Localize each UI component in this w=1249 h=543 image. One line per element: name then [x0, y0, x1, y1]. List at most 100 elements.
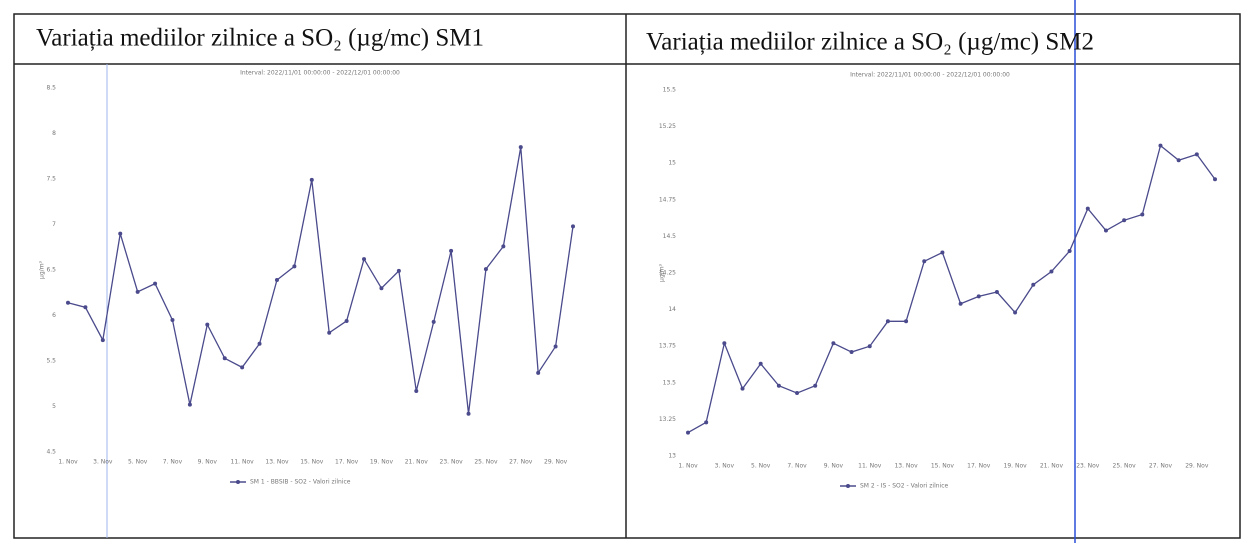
x-tick-label: 9. Nov — [824, 463, 844, 470]
x-tick-label: 29. Nov — [544, 459, 568, 466]
x-tick-label: 17. Nov — [335, 459, 359, 466]
y-tick-label: 13 — [668, 453, 676, 460]
data-point — [83, 305, 88, 310]
data-point — [1176, 158, 1181, 163]
data-point — [483, 267, 488, 272]
data-point — [1122, 218, 1127, 223]
data-point — [1085, 206, 1090, 211]
data-point — [867, 344, 872, 349]
data-point — [740, 386, 745, 391]
x-tick-label: 9. Nov — [198, 459, 218, 466]
y-axis-label: µg/m³ — [659, 263, 666, 281]
data-point — [1013, 310, 1018, 315]
y-tick-label: 14.5 — [663, 233, 677, 240]
x-tick-label: 21. Nov — [1040, 463, 1064, 470]
data-point — [66, 300, 70, 305]
y-tick-label: 15 — [668, 160, 676, 167]
x-tick-label: 19. Nov — [370, 459, 394, 466]
data-point — [466, 411, 471, 416]
data-point — [1031, 282, 1036, 287]
x-tick-label: 21. Nov — [405, 459, 429, 466]
data-point — [518, 145, 523, 150]
y-tick-label: 7 — [52, 221, 56, 228]
y-tick-label: 8 — [52, 130, 56, 137]
data-point — [1049, 269, 1054, 274]
y-tick-label: 8.5 — [46, 85, 56, 92]
data-point — [686, 430, 690, 435]
data-point — [1067, 249, 1072, 254]
x-tick-label: 1. Nov — [678, 463, 698, 470]
y-tick-label: 15.5 — [663, 87, 677, 94]
data-point — [1213, 177, 1217, 182]
chart-subtitle: Interval: 2022/11/01 00:00:00 - 2022/12/… — [240, 70, 400, 77]
legend-marker — [236, 480, 240, 484]
data-point — [118, 231, 123, 236]
data-point — [849, 350, 854, 355]
data-point — [240, 365, 245, 370]
data-point — [431, 319, 436, 324]
x-tick-label: 5. Nov — [751, 463, 771, 470]
data-point — [1194, 152, 1199, 157]
x-tick-label: 7. Nov — [787, 463, 807, 470]
data-point — [501, 244, 506, 249]
data-point — [571, 224, 575, 229]
data-point — [257, 341, 262, 346]
x-tick-label: 13. Nov — [894, 463, 918, 470]
x-tick-label: 15. Nov — [300, 459, 324, 466]
x-tick-label: 1. Nov — [58, 459, 78, 466]
x-tick-label: 23. Nov — [440, 459, 464, 466]
data-point — [940, 250, 945, 255]
chart-header: Variația mediilor zilnice a SO₂ (µg/mc) … — [646, 29, 1094, 56]
legend-marker — [846, 484, 850, 488]
x-tick-label: 11. Nov — [858, 463, 882, 470]
data-point — [553, 344, 558, 349]
y-tick-label: 14 — [668, 306, 676, 313]
y-tick-label: 13.75 — [659, 343, 676, 350]
data-point — [1140, 212, 1145, 217]
data-point — [170, 318, 175, 323]
x-tick-label: 3. Nov — [715, 463, 735, 470]
y-tick-label: 13.25 — [659, 416, 676, 423]
y-tick-label: 14.75 — [659, 196, 676, 203]
y-tick-label: 15.25 — [659, 123, 676, 130]
data-point — [958, 301, 963, 306]
data-point — [831, 341, 836, 346]
data-point — [722, 341, 727, 346]
data-point — [292, 264, 297, 269]
data-line — [687, 144, 1216, 434]
y-axis-label: µg/m³ — [39, 260, 46, 278]
x-tick-label: 29. Nov — [1185, 463, 1209, 470]
x-tick-label: 25. Nov — [1113, 463, 1137, 470]
data-point — [758, 361, 763, 366]
y-tick-label: 13.5 — [663, 379, 677, 386]
y-tick-label: 7.5 — [46, 176, 56, 183]
data-point — [776, 383, 781, 388]
data-point — [274, 278, 279, 283]
data-point — [994, 290, 999, 295]
y-tick-label: 4.5 — [46, 449, 56, 456]
data-point — [379, 286, 384, 291]
x-tick-label: 17. Nov — [967, 463, 991, 470]
x-tick-label: 25. Nov — [474, 459, 498, 466]
data-point — [187, 402, 192, 407]
x-tick-label: 5. Nov — [128, 459, 148, 466]
data-point — [449, 248, 454, 253]
x-tick-label: 3. Nov — [93, 459, 113, 466]
table-border — [13, 13, 1241, 539]
x-tick-label: 13. Nov — [265, 459, 289, 466]
chart-header: Variația mediilor zilnice a SO₂ (µg/mc) … — [36, 25, 484, 52]
data-point — [362, 257, 367, 262]
x-tick-label: 19. Nov — [1004, 463, 1028, 470]
data-point — [904, 319, 909, 324]
data-line — [67, 147, 574, 414]
data-point — [222, 356, 227, 361]
legend-label: SM 1 - BBSIB - SO2 - Valori zilnice — [250, 479, 351, 486]
x-tick-label: 23. Nov — [1076, 463, 1100, 470]
legend-label: SM 2 - IS - SO2 - Valori zilnice — [860, 483, 949, 490]
y-tick-label: 6 — [52, 312, 56, 319]
data-point — [309, 177, 314, 182]
data-point — [135, 289, 140, 294]
chart-subtitle: Interval: 2022/11/01 00:00:00 - 2022/12/… — [850, 72, 1010, 79]
data-point — [813, 383, 818, 388]
